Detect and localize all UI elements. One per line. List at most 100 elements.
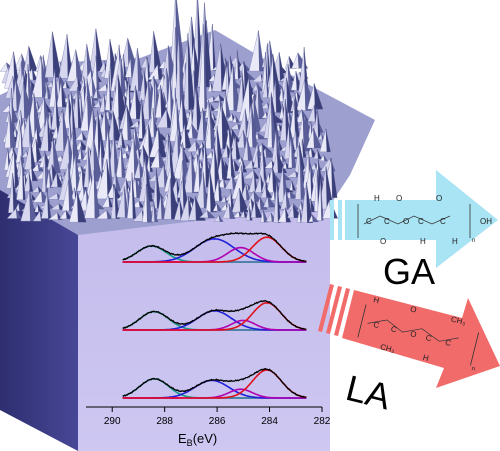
- surface-spike: [52, 31, 62, 78]
- bond-line: [363, 215, 451, 225]
- surface-spike: [257, 151, 261, 168]
- surface-spike: [82, 131, 87, 141]
- surface-spike: [279, 52, 285, 82]
- atom-label: H: [452, 237, 458, 246]
- surface-spike: [223, 178, 227, 188]
- surface-spike: [313, 127, 322, 149]
- surface-spike: [275, 79, 283, 113]
- spectrum-envelope: [122, 367, 307, 399]
- surface-spike: [209, 169, 217, 213]
- surface-spike: [112, 110, 122, 141]
- surface-spike: [158, 127, 167, 158]
- surface-spike: [131, 172, 137, 219]
- surface-spike: [245, 183, 251, 201]
- surface-spike: [37, 163, 45, 172]
- surface-spike: [31, 166, 38, 181]
- surface-spike: [254, 199, 263, 218]
- atom-label: O: [409, 304, 417, 314]
- surface-spike: [147, 57, 152, 82]
- surface-spike: [253, 95, 262, 133]
- surface-spike: [248, 205, 253, 221]
- surface-spike: [290, 133, 297, 168]
- atom-label: CH₃: [379, 342, 396, 354]
- atom-label: O: [396, 194, 402, 203]
- atom-label: O: [409, 329, 417, 339]
- la-arrow-stripe: [334, 288, 350, 336]
- spectrum-envelope: [122, 299, 307, 331]
- atom-label: C: [418, 217, 424, 226]
- surface-spike: [193, 43, 203, 88]
- surface-spike: [267, 196, 277, 208]
- surface-spike: [47, 114, 53, 152]
- ga-arrow-stripe: [330, 200, 334, 240]
- afm-surface: [0, 0, 375, 235]
- surface-spike: [35, 138, 43, 163]
- surface-spike: [216, 203, 223, 212]
- surface-spike: [126, 106, 132, 141]
- atom-label: O: [380, 237, 386, 246]
- surface-spike: [302, 138, 307, 158]
- block-front-face: [78, 200, 330, 451]
- ga-label: GA: [383, 251, 435, 292]
- surface-spike: [106, 210, 113, 220]
- surface-spike: [153, 200, 159, 222]
- surface-spike: [212, 24, 216, 71]
- surface-spike: [306, 181, 314, 223]
- surface-spike: [20, 127, 25, 164]
- x-tick-label: 288: [156, 416, 173, 427]
- surface-spike: [153, 76, 157, 123]
- surface-spike: [100, 137, 105, 173]
- surface-spike: [49, 168, 54, 188]
- bond-bracket: [357, 304, 367, 338]
- surface-spike: [44, 31, 54, 78]
- bond-bracket: [470, 332, 480, 366]
- surface-spike: [257, 83, 265, 119]
- surface-spike: [77, 191, 87, 223]
- la-arrow-stripe: [318, 284, 334, 332]
- surface-spike: [213, 113, 217, 121]
- atom-label: H: [374, 194, 380, 203]
- block-side-face: [0, 180, 78, 451]
- surface-spike: [65, 80, 70, 89]
- surface-spike: [258, 30, 265, 72]
- surface-spike: [115, 171, 121, 192]
- atom-label: C: [444, 338, 452, 348]
- surface-spike: [325, 128, 331, 152]
- surface-spike: [285, 207, 292, 223]
- surface-spike: [188, 196, 195, 221]
- surface-spike: [149, 153, 153, 172]
- surface-spike: [203, 171, 208, 209]
- surface-spike: [120, 145, 126, 178]
- surface-spike: [320, 178, 324, 221]
- surface-spike: [235, 115, 240, 123]
- surface-spike: [323, 154, 328, 162]
- surface-spike: [91, 96, 97, 109]
- xps-spectrum: [122, 299, 307, 331]
- surface-spike: [77, 86, 82, 129]
- surface-spike: [15, 208, 22, 219]
- surface-spike: [96, 87, 102, 99]
- surface-spike: [46, 86, 52, 99]
- surface-spike: [28, 171, 34, 192]
- atom-label: H: [420, 237, 426, 246]
- surface-spike: [152, 107, 157, 138]
- surface-spike: [184, 123, 192, 149]
- surface-spike: [56, 172, 64, 188]
- xps-spectrum: [122, 367, 307, 399]
- surface-spike: [91, 76, 99, 101]
- atom-label: CH₃: [450, 315, 467, 327]
- surface-spike: [37, 203, 44, 213]
- surface-spike: [61, 80, 67, 108]
- x-tick-label: 284: [261, 416, 278, 427]
- surface-spike: [289, 191, 300, 199]
- surface-spike: [203, 24, 208, 113]
- surface-spike: [228, 203, 236, 219]
- surface-spike: [262, 209, 269, 223]
- surface-spike: [31, 193, 37, 201]
- bond-line: [367, 319, 459, 342]
